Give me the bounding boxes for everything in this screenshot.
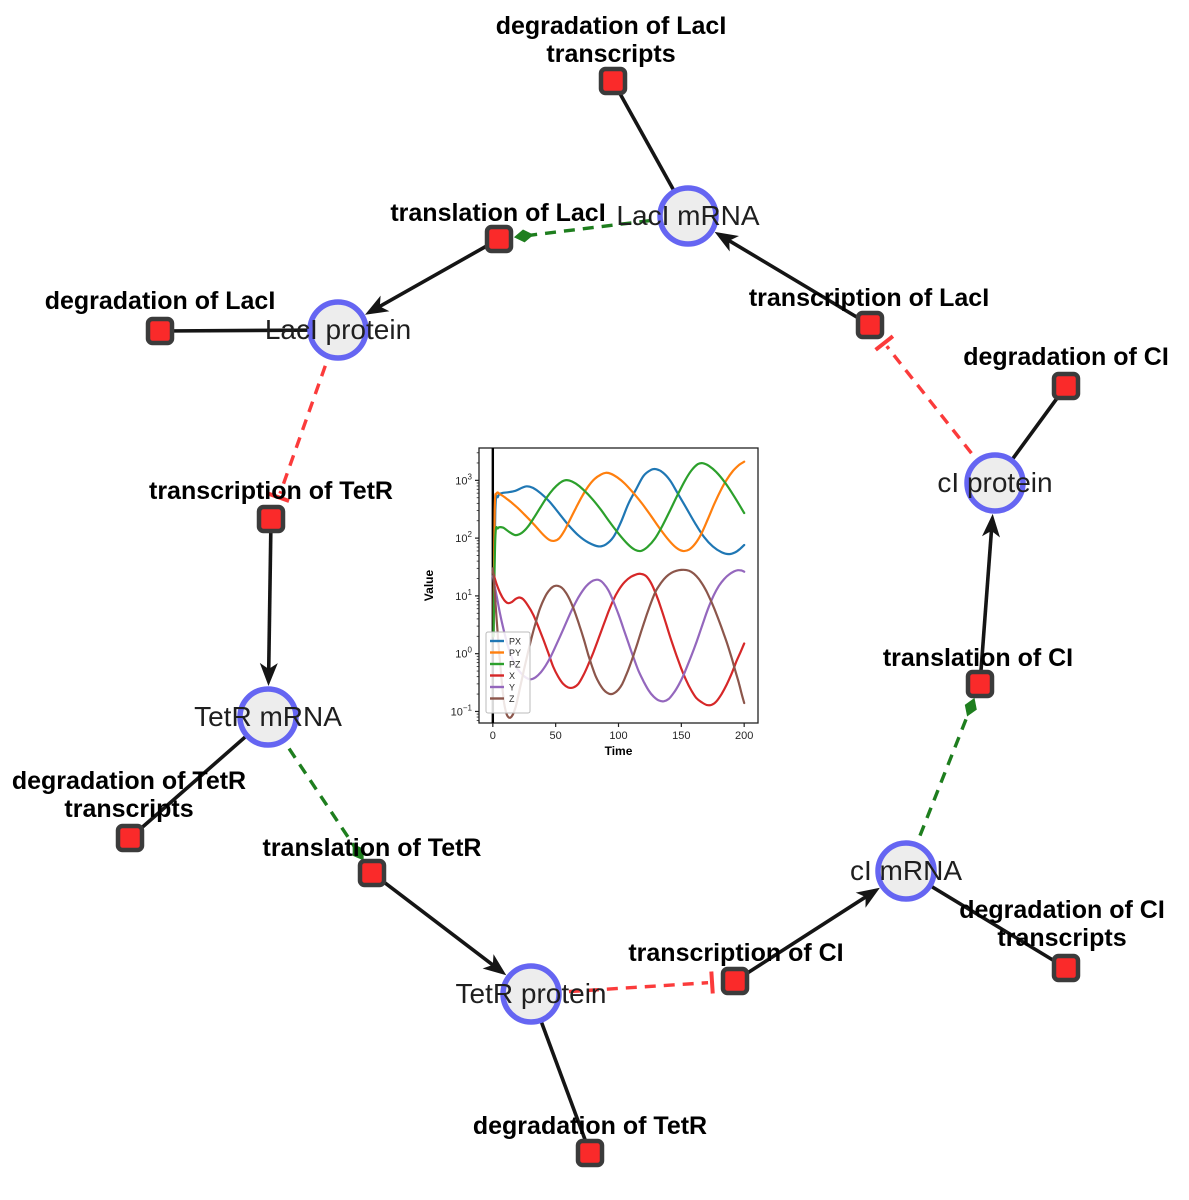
- reaction-label-deg_ci: degradation of CI: [963, 343, 1169, 371]
- species-node-tetr_mrna: [237, 686, 299, 748]
- edge-translation_tetr-tetr_protein: [370, 871, 495, 967]
- reaction-label-deg_ci_tx: transcripts: [997, 924, 1126, 952]
- legend-label-Y: Y: [509, 683, 515, 693]
- species-label-tetr_protein: TetR protein: [456, 978, 607, 1009]
- reaction-node-translation_ci: [965, 669, 995, 699]
- labels-layer: degradation of LacItranscriptstranslatio…: [12, 12, 1169, 1140]
- reaction-label-translation_tetr: translation of TetR: [263, 834, 482, 862]
- species-label-ci_protein: cI protein: [937, 467, 1052, 498]
- chart-legend-box: [485, 631, 531, 714]
- legend-label-PZ: PZ: [509, 660, 521, 670]
- edge-transcription_tetr-tetr_mrna: [266, 518, 273, 671]
- reaction-node-deg_tetr: [575, 1138, 605, 1168]
- x-tick-label: 150: [672, 730, 690, 742]
- reaction-node-deg_laci_tx: [598, 66, 628, 96]
- chart-x-axis-label: Time: [605, 744, 633, 758]
- reaction-node-deg_laci: [145, 316, 175, 346]
- legend-label-PY: PY: [509, 648, 521, 658]
- edge-translation_laci-laci_protein: [378, 237, 500, 309]
- reaction-label-deg_ci_tx: degradation of CI: [959, 896, 1165, 924]
- series-PZ: [492, 461, 746, 638]
- species-label-laci_protein: LacI protein: [265, 314, 411, 345]
- reaction-node-transcription_laci: [855, 310, 885, 340]
- reaction-label-deg_tetr: degradation of TetR: [473, 1112, 707, 1140]
- reaction-label-deg_laci: degradation of LacI: [45, 287, 276, 315]
- x-tick-label: 0: [490, 730, 496, 742]
- inset-chart: 0 50 100 150 20010−1100101102103TimeValuePXP…: [422, 438, 776, 768]
- reaction-node-deg_tetr_tx: [115, 823, 145, 853]
- diamond-arrowhead: [513, 229, 534, 243]
- species-node-laci_mrna: [657, 185, 719, 247]
- reaction-node-transcription_tetr: [256, 504, 286, 534]
- inhibition-tbar: [709, 971, 715, 994]
- chart-y-axis-label: Value: [422, 570, 436, 602]
- inhibition-tbar: [267, 491, 290, 503]
- species-node-ci_mrna: [875, 840, 937, 902]
- arrowhead: [855, 887, 880, 908]
- reaction-label-deg_tetr_tx: transcripts: [64, 795, 193, 823]
- species-label-laci_mrna: LacI mRNA: [616, 200, 759, 231]
- reaction-label-transcription_laci: transcription of LacI: [749, 284, 989, 312]
- arrowhead: [259, 662, 278, 686]
- arrowhead: [365, 295, 390, 315]
- nodes-layer: [115, 66, 1081, 1168]
- arrowhead: [982, 513, 1000, 538]
- edge-translation_ci-ci_protein: [978, 529, 994, 685]
- reaction-node-translation_tetr: [357, 858, 387, 888]
- species-label-ci_mrna: cI mRNA: [850, 855, 962, 886]
- reaction-node-translation_laci: [484, 224, 514, 254]
- x-tick-label: 200: [735, 730, 753, 742]
- series-PY: [492, 460, 746, 638]
- diamond-arrowhead: [352, 843, 364, 861]
- series-PX: [492, 467, 746, 638]
- edge-transcription_laci-laci_mrna: [727, 238, 871, 327]
- edge-ci_mrna-deg_ci_tx: [905, 869, 1067, 970]
- arrowhead: [714, 231, 739, 252]
- diamond-arrowhead: [964, 697, 977, 717]
- reaction-label-deg_laci_tx: degradation of LacI: [496, 12, 727, 40]
- x-tick-label: 100: [609, 730, 627, 742]
- legend-label-X: X: [509, 671, 515, 681]
- reaction-label-transcription_ci: transcription of CI: [628, 939, 843, 967]
- reaction-label-transcription_tetr: transcription of TetR: [149, 477, 393, 505]
- x-tick-label: 50: [550, 730, 562, 742]
- reaction-label-deg_laci_tx: transcripts: [546, 40, 675, 68]
- edge-transcription_ci-ci_mrna: [734, 894, 868, 983]
- reaction-label-deg_tetr_tx: degradation of TetR: [12, 767, 246, 795]
- reaction-label-translation_ci: translation of CI: [883, 644, 1073, 672]
- arrowhead: [482, 954, 507, 976]
- reaction-label-translation_laci: translation of LacI: [390, 199, 605, 227]
- species-node-tetr_protein: [500, 963, 562, 1025]
- inhibition-tbar: [874, 334, 895, 352]
- species-label-tetr_mrna: TetR mRNA: [194, 701, 342, 732]
- species-node-ci_protein: [964, 452, 1026, 514]
- reaction-node-deg_ci: [1051, 371, 1081, 401]
- species-node-laci_protein: [307, 299, 369, 361]
- legend-label-PX: PX: [509, 637, 521, 647]
- legend-label-Z: Z: [509, 694, 515, 704]
- reaction-node-deg_ci_tx: [1051, 953, 1081, 983]
- reaction-node-transcription_ci: [720, 966, 750, 996]
